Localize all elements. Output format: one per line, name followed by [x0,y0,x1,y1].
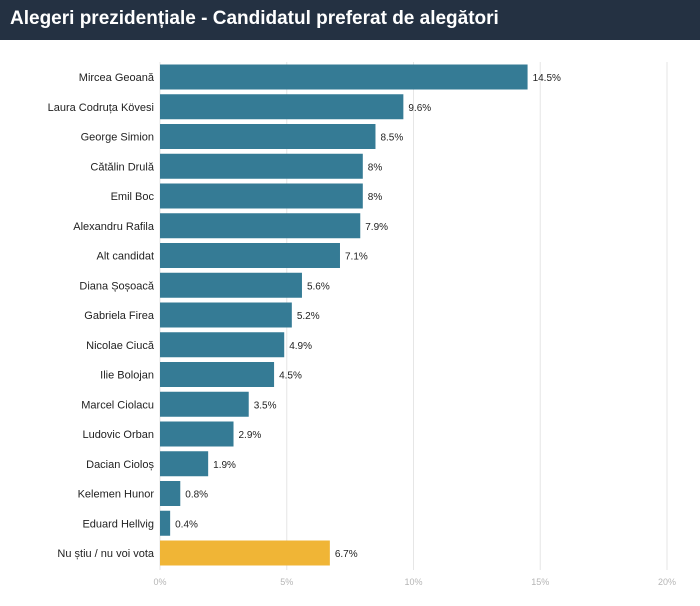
category-label: Emil Boc [111,191,155,203]
category-label: Eduard Hellvig [82,518,154,530]
value-label: 4.9% [289,341,312,352]
page-title: Alegeri prezidențiale - Candidatul prefe… [10,9,499,28]
x-tick-label: 15% [531,577,549,587]
bar [160,540,330,566]
value-label: 7.1% [345,252,368,263]
bar [160,362,275,387]
category-label: Nicolae Ciucă [86,340,155,352]
bars: Mircea Geoană 14.5% Laura Codruța Kövesi 9.… [48,64,561,566]
bar [160,124,376,149]
category-label: Gabriela Firea [84,310,155,322]
category-label: Mircea Geoană [79,72,155,84]
bar [160,213,361,239]
bar [160,451,209,477]
bar [160,481,181,506]
category-label: Kelemen Hunor [78,489,155,501]
value-label: 6.7% [335,549,358,560]
category-label: Alexandru Rafila [73,221,155,233]
category-label: George Simion [81,132,154,144]
value-label: 8.5% [380,133,403,144]
bar [160,153,363,179]
value-label: 1.9% [213,460,236,471]
bar [160,391,249,417]
value-label: 5.2% [297,311,320,322]
bar [160,302,292,328]
x-tick-label: 5% [280,577,293,587]
value-label: 5.6% [307,281,330,292]
value-label: 0.4% [175,519,198,530]
category-label: Cătălin Drulă [90,161,154,173]
value-label: 2.9% [239,430,262,441]
x-axis-ticks: 0% 5% 10% 15% 20% [153,577,676,587]
x-tick-label: 0% [153,577,166,587]
bar [160,183,363,209]
x-tick-label: 10% [404,577,422,587]
category-label: Diana Șoșoacă [79,280,154,292]
value-label: 3.5% [254,400,277,411]
bar [160,272,302,298]
x-tick-label: 20% [658,577,676,587]
value-label: 0.8% [185,490,208,501]
bar [160,94,404,120]
value-label: 8% [368,192,383,203]
value-label: 4.5% [279,371,302,382]
category-label: Ludovic Orban [82,429,154,441]
category-label: Laura Codruța Kövesi [48,102,154,114]
value-label: 8% [368,162,383,173]
bar [160,64,528,90]
bar [160,243,340,268]
bar [160,332,285,358]
category-label: Nu știu / nu voi vota [57,548,154,560]
value-label: 9.6% [408,103,431,114]
category-label: Marcel Ciolacu [81,399,154,411]
category-label: Ilie Bolojan [100,370,154,382]
value-label: 14.5% [533,73,561,84]
value-label: 7.9% [365,222,388,233]
category-label: Alt candidat [97,251,154,263]
category-label: Dacian Cioloș [86,459,154,471]
title-bar: Alegeri prezidențiale - Candidatul prefe… [0,0,700,40]
bar [160,421,234,447]
bar [160,510,171,536]
